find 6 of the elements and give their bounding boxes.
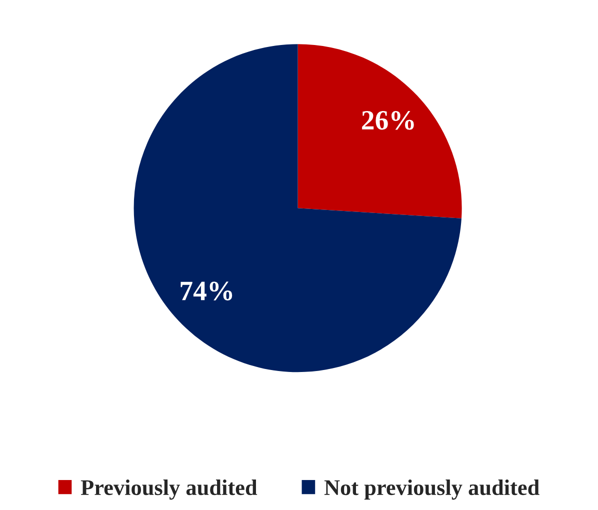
pie-slice: [134, 44, 462, 372]
pie-slice: [298, 44, 462, 218]
legend-label: Not previously audited: [324, 479, 540, 500]
legend-label: Previously audited: [80, 479, 258, 500]
data-label: 26%: [362, 110, 414, 130]
data-label: 74%: [180, 282, 232, 300]
